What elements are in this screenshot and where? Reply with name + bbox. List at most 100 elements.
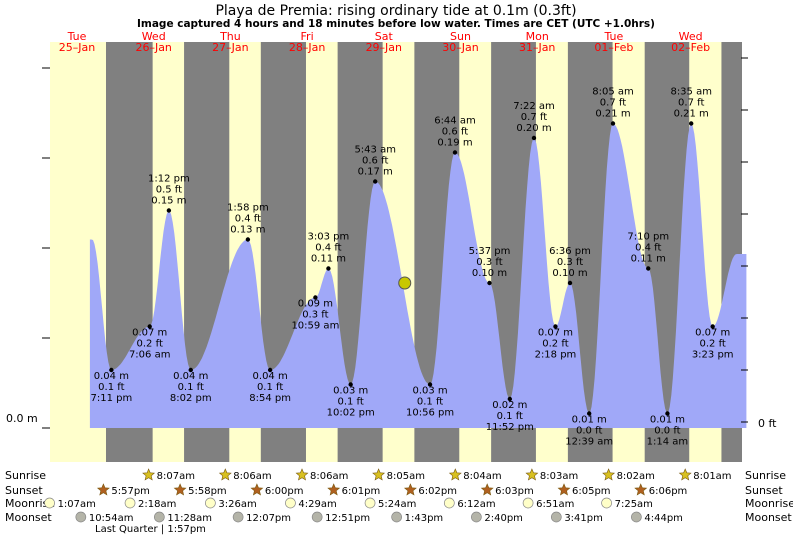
day-name: Wed xyxy=(142,30,166,43)
star-icon xyxy=(96,483,110,496)
moonrise-label-left: Moonrise xyxy=(5,497,55,510)
tide-label: 0.4 ft xyxy=(235,214,261,225)
tide-label: 1:58 pm xyxy=(227,203,269,214)
moonset-label-left: Moonset xyxy=(5,511,52,524)
moonset-icon xyxy=(153,511,165,523)
moonrise-icon xyxy=(44,497,55,509)
star-icon xyxy=(525,468,539,481)
sunrise-label-left: Sunrise xyxy=(5,469,46,482)
tide-label: 0.20 m xyxy=(516,123,551,134)
tide-label: 0.10 m xyxy=(552,268,587,279)
tide-points: 0.04 m0.1 ft7:11 pm0.07 m0.2 ft7:06 am1:… xyxy=(90,87,733,448)
tide-point xyxy=(166,208,172,213)
tide-label: 0.1 ft xyxy=(497,411,523,422)
star-icon xyxy=(250,483,264,496)
day-name: Mon xyxy=(526,30,549,43)
tide-label: 7:11 pm xyxy=(90,393,132,404)
sunset-label-left: Sunset xyxy=(5,484,43,497)
day-date: 02–Feb xyxy=(671,41,710,54)
tide-label: 0.7 ft xyxy=(678,98,704,109)
day-name: Tue xyxy=(604,30,624,43)
sunrise-time: 8:05am xyxy=(387,471,425,482)
tide-label: 0.0 ft xyxy=(654,426,680,437)
day-name: Fri xyxy=(301,30,314,43)
tide-point xyxy=(689,121,694,126)
moonset-time: 12:07pm xyxy=(246,513,291,524)
sunrise-time: 8:04am xyxy=(463,471,501,482)
tide-label: 0.07 m xyxy=(132,328,167,339)
tide-point xyxy=(531,135,537,141)
moonset-icon xyxy=(631,511,642,523)
tide-label: 7:06 am xyxy=(129,350,171,361)
current-tide-marker xyxy=(398,276,412,290)
moonset-time: 4:44pm xyxy=(644,513,683,524)
moonrise-icon xyxy=(443,497,455,509)
tide-label: 0.17 m xyxy=(358,167,393,178)
tide-label: 0.07 m xyxy=(538,328,573,339)
tide-label: 0.10 m xyxy=(472,268,507,279)
moon-phase-label: Last Quarter | 1:57pm xyxy=(95,524,206,535)
day-date: 28–Jan xyxy=(289,41,325,54)
tide-label: 0.3 ft xyxy=(302,310,328,321)
tide-label: 12:39 am xyxy=(565,437,613,448)
moonrise-icon xyxy=(522,497,534,509)
tide-label: 10:59 am xyxy=(291,321,339,332)
day-name: Sun xyxy=(450,30,471,43)
tide-label: 0.4 ft xyxy=(635,243,661,254)
tide-label: 8:35 am xyxy=(670,87,712,98)
tide-label: 0.02 m xyxy=(492,400,527,411)
moonrise-icon xyxy=(364,497,376,509)
moonset-time: 12:51pm xyxy=(325,513,370,524)
tide-label: 2:18 pm xyxy=(535,350,577,361)
tide-point xyxy=(373,179,378,184)
tide-label: 3:03 pm xyxy=(308,232,350,243)
tide-label: 6:36 pm xyxy=(549,246,591,257)
star-icon xyxy=(403,483,417,496)
star-icon xyxy=(557,483,571,496)
tide-point xyxy=(147,324,152,329)
tide-label: 0.7 ft xyxy=(521,112,547,123)
moonset-time: 1:43pm xyxy=(405,513,444,524)
moonrise-time: 4:29am xyxy=(298,499,336,510)
moonset-icon xyxy=(550,511,562,523)
moonset-label-right: Moonset xyxy=(745,511,792,524)
moonrise-time: 7:25am xyxy=(615,499,653,510)
sunrise-time: 8:02am xyxy=(617,471,655,482)
tide-point xyxy=(487,280,492,286)
moonrise-time: 6:51am xyxy=(536,499,574,510)
sunrise-time: 8:06am xyxy=(233,471,271,482)
moonset-time: 10:54am xyxy=(89,513,134,524)
day-headers: Tue25–JanWed26–JanThu27–JanFri28–JanSat2… xyxy=(59,30,710,54)
tide-label: 0.1 ft xyxy=(417,397,443,408)
sunset-time: 6:02pm xyxy=(418,486,457,497)
sunrise-time: 8:01am xyxy=(693,471,731,482)
tide-label: 0.1 ft xyxy=(98,382,124,393)
tide-label: 0.07 m xyxy=(695,328,730,339)
tide-curve xyxy=(89,123,747,428)
day-date: 29–Jan xyxy=(366,41,402,54)
tide-point xyxy=(188,367,193,373)
tide-label: 0.03 m xyxy=(333,386,368,397)
axes: 0.0 m 0 ft xyxy=(6,57,777,430)
tide-label: 0.09 m xyxy=(298,299,333,310)
moonrise-label-right: Moonrise xyxy=(745,497,793,510)
tide-point xyxy=(267,367,273,373)
tide-label: 8:54 pm xyxy=(249,393,291,404)
day-date: 30–Jan xyxy=(442,41,478,54)
star-icon xyxy=(372,468,386,481)
tide-label: 0.01 m xyxy=(572,415,607,426)
star-icon xyxy=(448,468,462,481)
tide-point xyxy=(610,121,616,126)
star-icon xyxy=(678,468,692,481)
moonrise-time: 3:26am xyxy=(218,499,256,510)
tide-label: 0.6 ft xyxy=(362,156,388,167)
tide-label: 8:05 am xyxy=(592,87,634,98)
tide-point xyxy=(507,396,513,402)
tide-point xyxy=(646,266,651,271)
day-date: 01–Feb xyxy=(594,41,633,54)
star-icon xyxy=(327,483,341,496)
tide-label: 10:02 pm xyxy=(327,408,375,419)
sunset-time: 6:03pm xyxy=(495,486,534,497)
sunset-time: 6:05pm xyxy=(572,486,611,497)
